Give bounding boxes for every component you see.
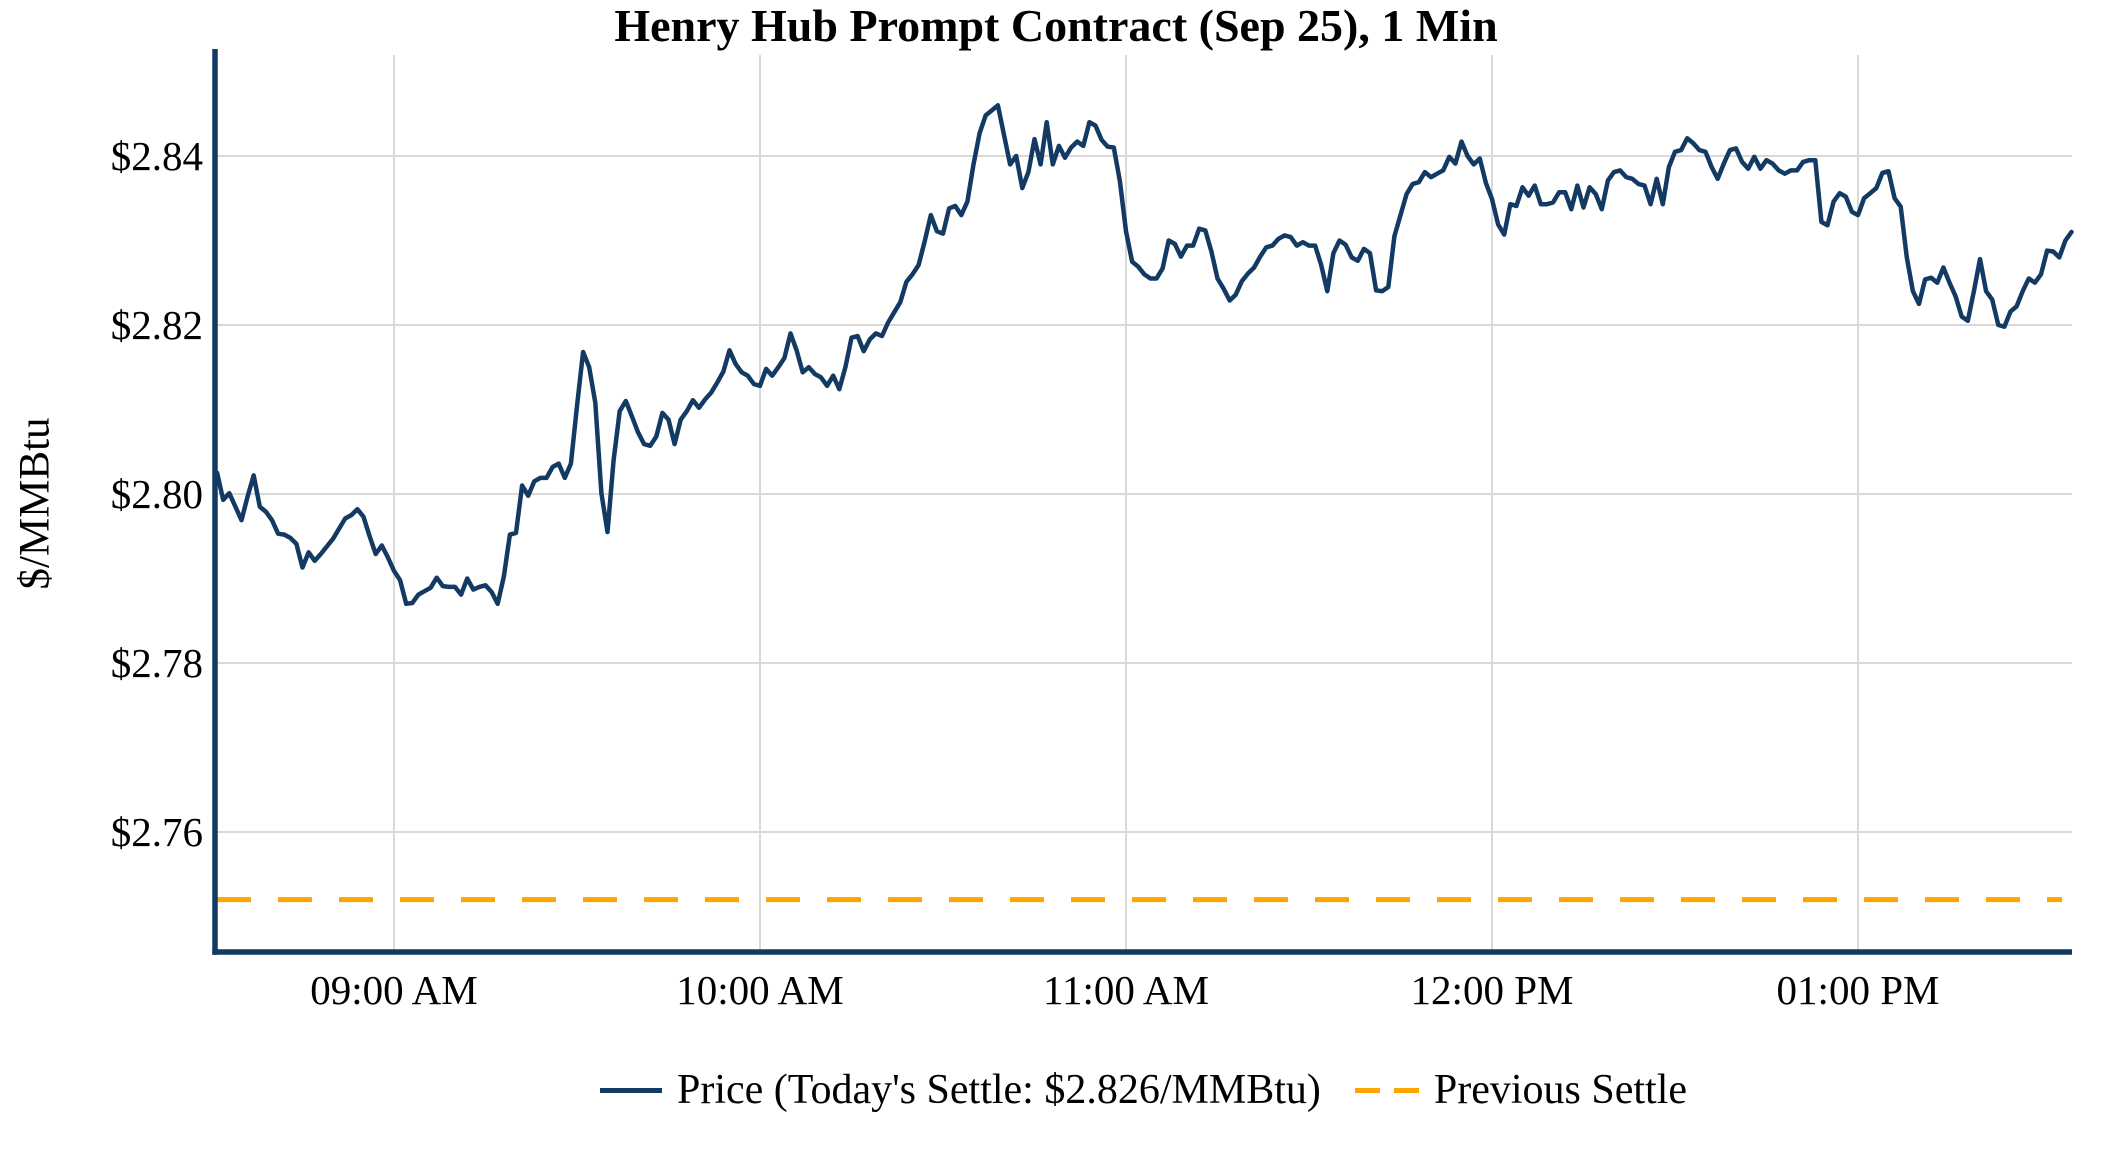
previous-settle-legend-label: Previous Settle bbox=[1433, 1067, 1688, 1113]
x-tick-label: 09:00 AM bbox=[310, 967, 477, 1013]
y-tick-label: $2.76 bbox=[111, 809, 203, 855]
price-legend-label: Price (Today's Settle: $2.826/MMBtu) bbox=[676, 1067, 1321, 1113]
y-tick-label: $2.78 bbox=[111, 640, 203, 686]
y-tick-label: $2.80 bbox=[111, 471, 203, 517]
x-tick-label: 10:00 AM bbox=[676, 967, 843, 1013]
price-line bbox=[214, 103, 2074, 607]
price-line-legend-swatch bbox=[599, 1087, 662, 1093]
x-tick-label: 12:00 PM bbox=[1411, 967, 1574, 1013]
y-tick-label: $2.82 bbox=[111, 302, 203, 348]
chart-title: Henry Hub Prompt Contract (Sep 25), 1 Mi… bbox=[614, 0, 1498, 51]
y-tick-label: $2.84 bbox=[111, 133, 203, 179]
x-tick-label: 01:00 PM bbox=[1777, 967, 1940, 1013]
x-tick-label: 11:00 AM bbox=[1043, 967, 1209, 1013]
chart-legend: Price (Today's Settle: $2.826/MMBtu) Pre… bbox=[215, 1062, 2072, 1118]
previous-settle-legend-swatch bbox=[1354, 1087, 1419, 1093]
